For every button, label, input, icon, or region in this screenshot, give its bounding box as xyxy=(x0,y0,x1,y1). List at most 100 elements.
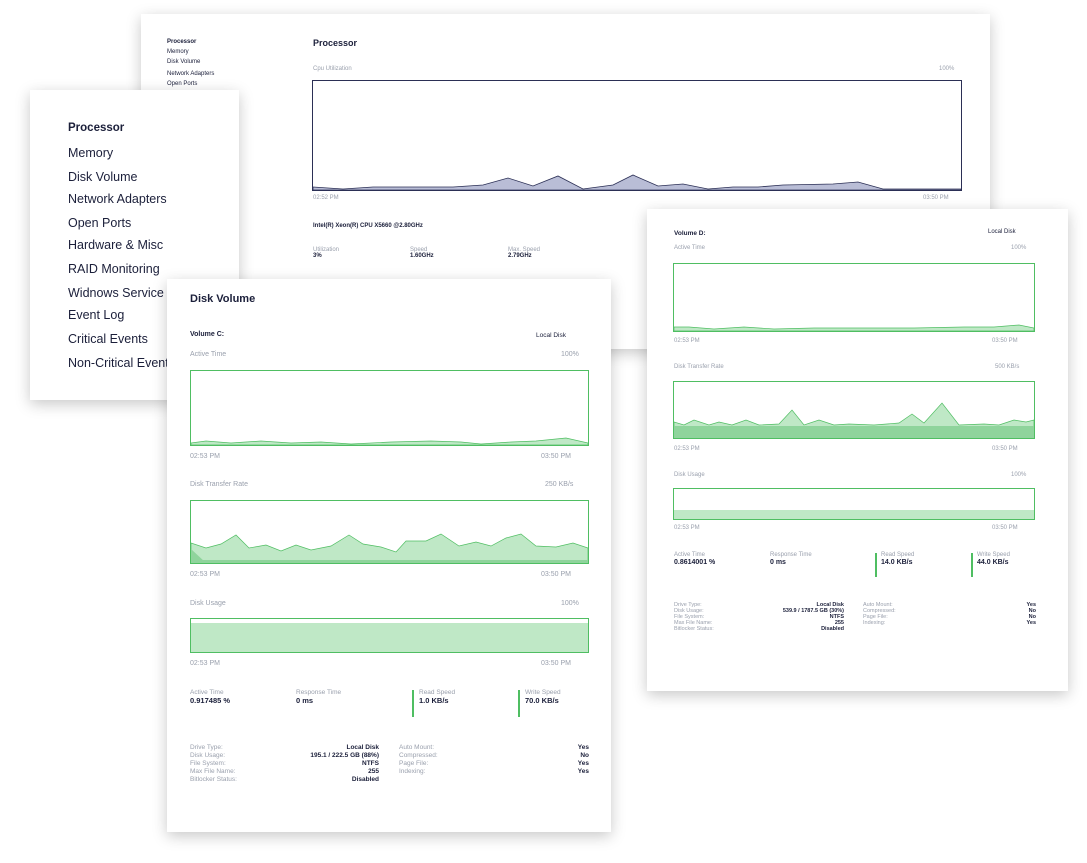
d-transfer-rate-write xyxy=(674,426,1034,438)
c-active-time-end: 03:50 PM xyxy=(541,453,571,460)
d-stat-value-read-speed: 14.0 KB/s xyxy=(881,559,913,566)
c-detail-value: Yes xyxy=(577,760,589,767)
d-detail-key: File System: xyxy=(674,614,705,620)
c-detail-key: Page File: xyxy=(399,760,429,767)
nav-item-memory[interactable]: Memory xyxy=(68,146,114,160)
cpu-name: Intel(R) Xeon(R) CPU X5660 @2.80GHz xyxy=(313,223,423,229)
d-disk-usage-fill xyxy=(674,510,1034,519)
c-transfer-rate-svg xyxy=(191,533,588,563)
d-transfer-rate-label: Disk Transfer Rate xyxy=(674,364,724,370)
d-transfer-rate-svg xyxy=(674,402,1034,438)
nav-item-windows-service[interactable]: Widnows Service xyxy=(68,286,164,300)
d-detail-value: No xyxy=(1028,614,1036,620)
d-detail-key: Compressed: xyxy=(863,608,896,614)
d-transfer-rate-chart xyxy=(673,381,1035,439)
c-detail-value: Yes xyxy=(577,768,589,775)
d-active-time-chart xyxy=(673,263,1035,332)
c-detail-value: NTFS xyxy=(362,760,379,767)
processor-title: Processor xyxy=(313,38,358,48)
volume-d-type: Local Disk xyxy=(988,229,1016,235)
nav-item-non-critical-events[interactable]: Non-Critical Events xyxy=(68,356,175,370)
nav-item-event-log[interactable]: Event Log xyxy=(68,308,125,322)
cpu-chart-svg xyxy=(313,174,961,190)
c-active-time-max: 100% xyxy=(561,351,579,358)
c-disk-usage-start: 02:53 PM xyxy=(190,660,220,667)
mini-menu-item-network-adapters[interactable]: Network Adapters xyxy=(167,71,215,77)
d-detail-value: No xyxy=(1028,608,1036,614)
nav-item-network-adapters[interactable]: Network Adapters xyxy=(68,192,167,206)
c-stat-value-active-time: 0.917485 % xyxy=(190,696,231,705)
c-detail-key: Indexing: xyxy=(399,768,426,775)
nav-item-raid-monitoring[interactable]: RAID Monitoring xyxy=(68,262,160,276)
d-disk-usage-start: 02:53 PM xyxy=(674,525,700,531)
d-stat-value-write-speed: 44.0 KB/s xyxy=(977,559,1009,566)
cpu-stat-value-speed: 1.60GHz xyxy=(410,253,434,259)
d-detail-value: NTFS xyxy=(829,614,844,620)
cpu-stat-label-max-speed: Max. Speed xyxy=(508,247,541,253)
d-transfer-rate-start: 02:53 PM xyxy=(674,446,700,452)
c-transfer-rate-chart xyxy=(190,500,589,564)
d-active-time-area xyxy=(674,324,1034,331)
nav-item-open-ports[interactable]: Open Ports xyxy=(68,216,132,230)
mini-menu-item-disk-volume[interactable]: Disk Volume xyxy=(167,59,201,65)
d-detail-value: 255 xyxy=(834,620,844,626)
c-stat-value-response-time: 0 ms xyxy=(296,696,314,705)
d-detail-value: Disabled xyxy=(821,626,844,632)
d-disk-usage-label: Disk Usage xyxy=(674,472,705,478)
nav-item-hardware-misc[interactable]: Hardware & Misc xyxy=(68,238,164,252)
d-disk-usage-end: 03:50 PM xyxy=(992,525,1018,531)
d-disk-usage-chart xyxy=(673,488,1035,520)
c-stat-label-response-time: Response Time xyxy=(296,689,342,696)
cpu-stat-value-utilization: 3% xyxy=(313,253,322,259)
d-detail-value: Yes xyxy=(1026,620,1036,626)
c-active-time-svg xyxy=(191,437,588,445)
mini-menu-item-processor[interactable]: Processor xyxy=(167,39,197,45)
cpu-utilization-chart xyxy=(312,80,962,191)
c-stat-value-read-speed: 1.0 KB/s xyxy=(419,696,449,705)
nav-item-processor[interactable]: Processor xyxy=(68,122,125,134)
c-detail-value: 255 xyxy=(368,768,379,775)
c-stat-value-write-speed: 70.0 KB/s xyxy=(525,696,559,705)
nav-item-disk-volume[interactable]: Disk Volume xyxy=(68,170,138,184)
c-active-time-label: Active Time xyxy=(190,351,227,358)
d-active-time-start: 02:53 PM xyxy=(674,338,700,344)
cpu-chart-label: Cpu Utilization xyxy=(313,66,352,72)
cpu-stat-value-max-speed: 2.79GHz xyxy=(508,253,532,259)
d-detail-key: Page File: xyxy=(863,614,888,620)
c-detail-value: Yes xyxy=(577,744,589,751)
mini-menu-item-open-ports[interactable]: Open Ports xyxy=(167,81,198,87)
d-disk-usage-max: 100% xyxy=(1011,472,1027,478)
c-disk-usage-fill xyxy=(191,622,588,652)
d-stat-label-active-time: Active Time xyxy=(674,552,706,558)
volume-c-type: Local Disk xyxy=(536,332,566,339)
c-transfer-rate-write xyxy=(191,549,205,562)
d-stat-label-write-speed: Write Speed xyxy=(977,552,1010,558)
c-disk-usage-end: 03:50 PM xyxy=(541,660,571,667)
disk-volume-title: Disk Volume xyxy=(190,293,256,305)
d-detail-key: Drive Type: xyxy=(674,602,702,608)
d-active-time-label: Active Time xyxy=(674,245,706,251)
d-stat-label-response-time: Response Time xyxy=(770,552,812,558)
d-transfer-rate-end: 03:50 PM xyxy=(992,446,1018,452)
c-transfer-rate-max: 250 KB/s xyxy=(545,481,574,488)
c-detail-value: Local Disk xyxy=(346,744,379,751)
c-stat-label-active-time: Active Time xyxy=(190,689,224,696)
mini-menu-item-memory[interactable]: Memory xyxy=(167,49,189,55)
cpu-chart-max: 100% xyxy=(939,66,955,72)
d-detail-value: Yes xyxy=(1026,602,1036,608)
volume-d-title: Volume D: xyxy=(674,230,706,237)
cpu-stat-label-speed: Speed xyxy=(410,247,428,253)
c-detail-key: Max File Name: xyxy=(190,768,236,775)
cpu-time-start: 02:52 PM xyxy=(313,195,339,201)
cpu-time-end: 03:50 PM xyxy=(923,195,949,201)
c-detail-key: Auto Mount: xyxy=(399,744,435,751)
c-stat-label-write-speed: Write Speed xyxy=(525,689,561,696)
c-transfer-rate-area xyxy=(191,533,588,563)
d-detail-key: Max File Name: xyxy=(674,620,713,626)
c-transfer-rate-label: Disk Transfer Rate xyxy=(190,481,248,488)
nav-item-critical-events[interactable]: Critical Events xyxy=(68,332,148,346)
c-transfer-rate-start: 02:53 PM xyxy=(190,571,220,578)
c-disk-usage-max: 100% xyxy=(561,600,579,607)
d-transfer-rate-max: 500 KB/s xyxy=(995,364,1020,370)
d-active-time-end: 03:50 PM xyxy=(992,338,1018,344)
